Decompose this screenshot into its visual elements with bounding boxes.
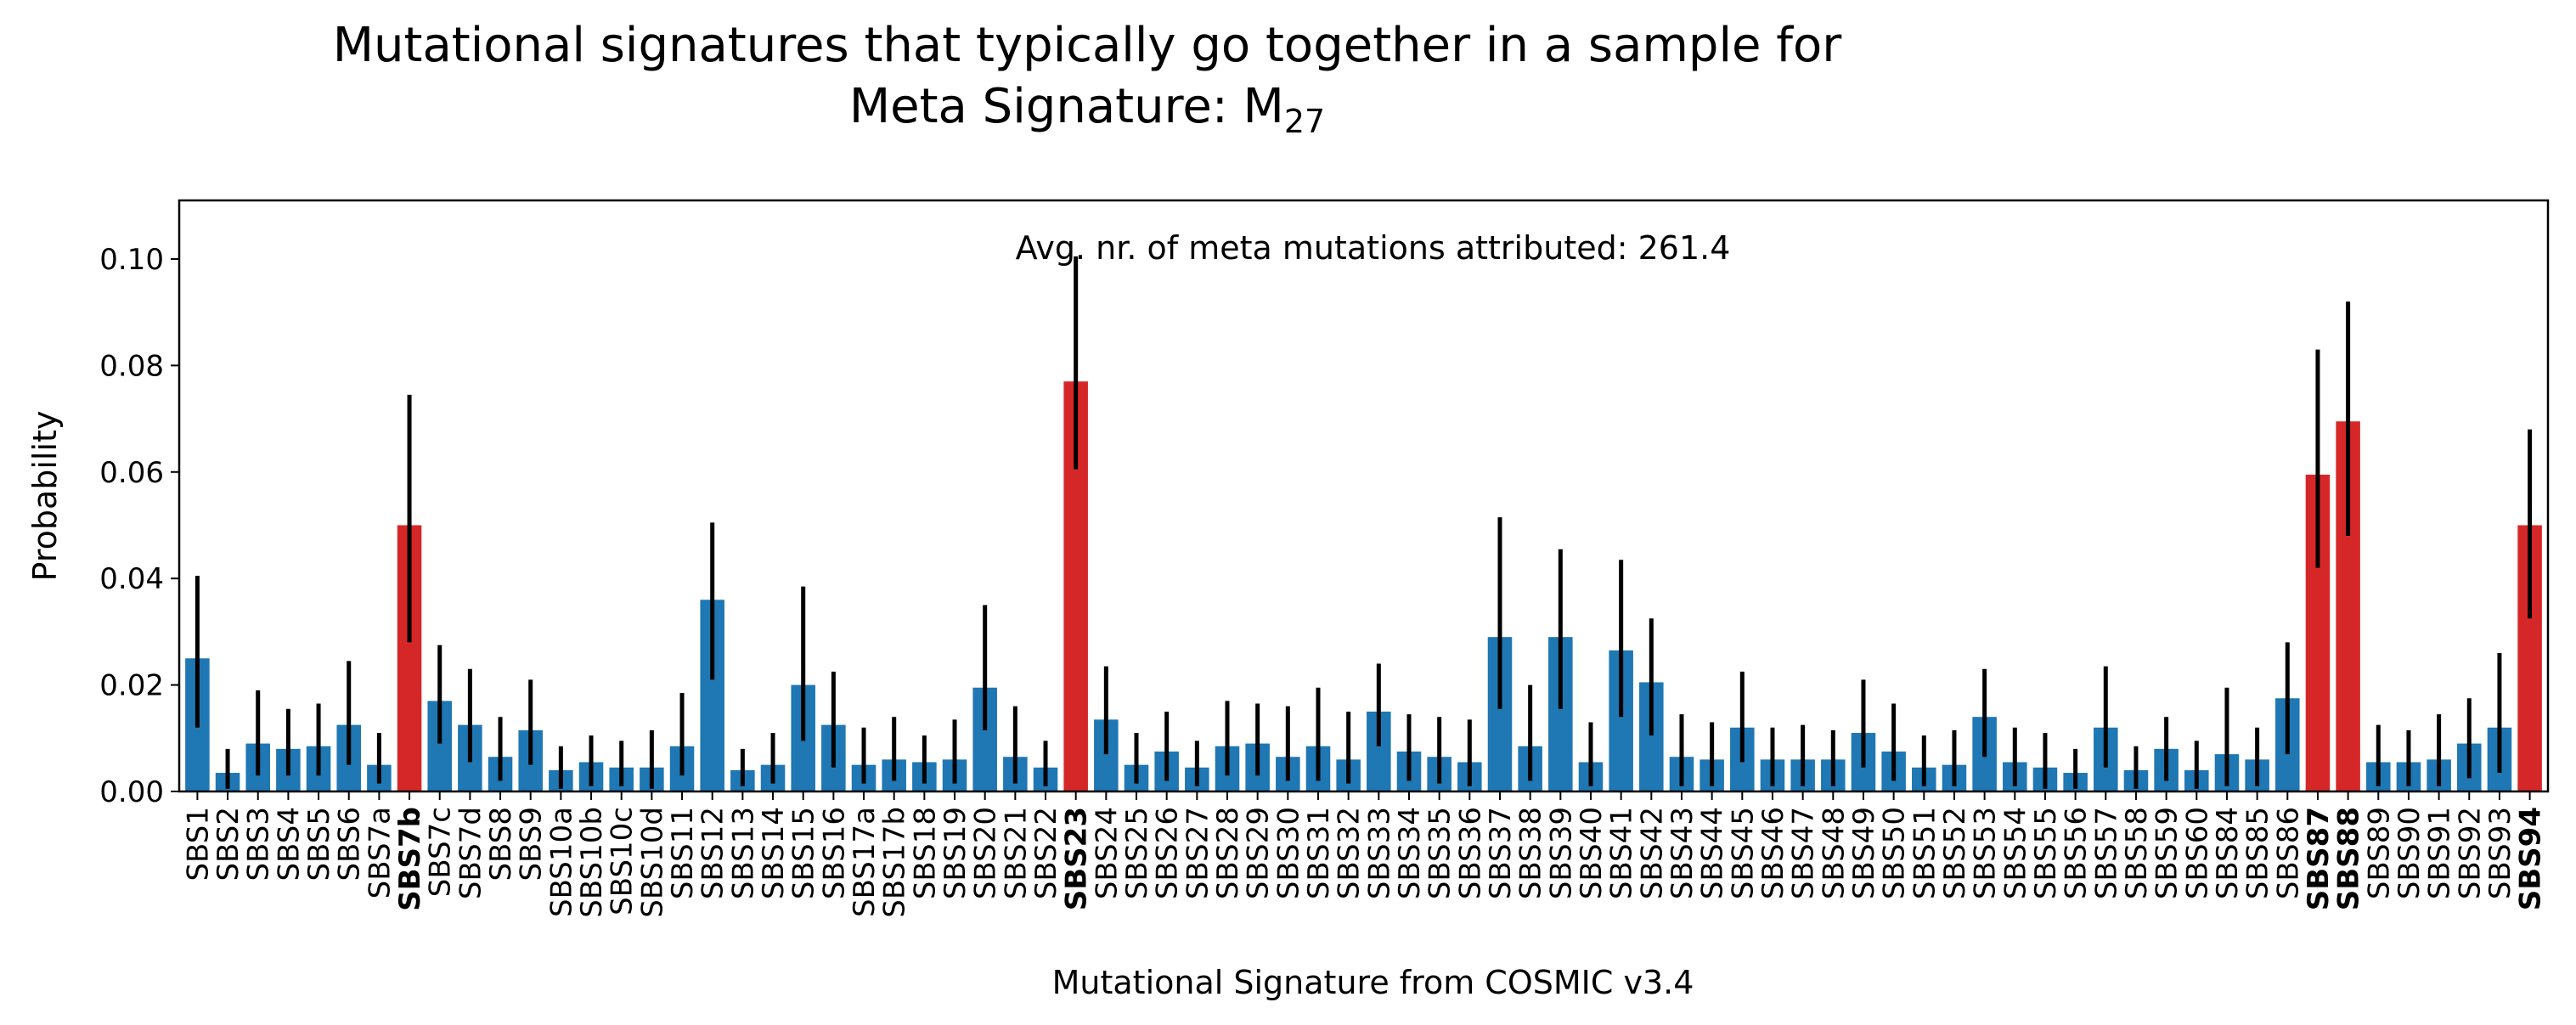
x-tick-label-sbs7b: SBS7b	[393, 807, 427, 911]
y-axis: 0.00 0.02 0.04 0.06 0.08 0.10	[99, 243, 179, 809]
x-tick-label-sbs28: SBS28	[1211, 807, 1245, 899]
x-tick-label-sbs14: SBS14	[757, 807, 791, 899]
x-tick-label-sbs60: SBS60	[2180, 807, 2214, 899]
x-tick-label-sbs41: SBS41	[1605, 807, 1639, 899]
x-tick-label-sbs45: SBS45	[1726, 807, 1760, 899]
x-tick-label-sbs84: SBS84	[2211, 807, 2245, 899]
x-tick-label-sbs21: SBS21	[999, 807, 1033, 899]
chart-annotation: Avg. nr. of meta mutations attributed: 2…	[1016, 229, 1731, 267]
x-tick-label-sbs90: SBS90	[2393, 807, 2427, 899]
x-tick-label-sbs46: SBS46	[1756, 807, 1790, 899]
x-tick-label-sbs29: SBS29	[1242, 807, 1276, 899]
x-tick-label-sbs23: SBS23	[1060, 807, 1094, 910]
x-tick-label-sbs49: SBS49	[1847, 807, 1881, 899]
x-tick-label-sbs17a: SBS17a	[848, 807, 882, 917]
x-tick-label-sbs16: SBS16	[817, 807, 851, 899]
x-tick-label-sbs59: SBS59	[2150, 807, 2184, 899]
x-tick-label-sbs19: SBS19	[939, 807, 972, 899]
x-tick-label-sbs58: SBS58	[2120, 807, 2154, 899]
y-tick-label: 0.08	[99, 349, 164, 383]
y-tick-label: 0.10	[99, 243, 164, 277]
x-tick-label-sbs54: SBS54	[1998, 807, 2032, 899]
x-tick-label-sbs12: SBS12	[696, 807, 730, 899]
x-tick-label-sbs93: SBS93	[2483, 807, 2517, 899]
x-tick-label-sbs34: SBS34	[1393, 807, 1427, 899]
x-tick-label-sbs1: SBS1	[181, 807, 215, 881]
x-tick-label-sbs91: SBS91	[2423, 807, 2457, 899]
x-tick-label-sbs89: SBS89	[2362, 807, 2396, 899]
x-tick-label-sbs9: SBS9	[515, 807, 549, 881]
chart-title-subscript: 27	[1283, 103, 1326, 141]
plot-frame	[178, 199, 2550, 793]
x-tick-label-sbs2: SBS2	[211, 807, 245, 881]
x-tick-label-sbs32: SBS32	[1333, 807, 1367, 899]
x-tick-label-sbs55: SBS55	[2029, 807, 2063, 899]
x-tick-label-sbs51: SBS51	[1908, 807, 1942, 899]
y-tick-label: 0.04	[99, 562, 164, 596]
x-tick-label-sbs30: SBS30	[1271, 807, 1305, 899]
x-tick-label-sbs48: SBS48	[1817, 807, 1851, 899]
x-tick-label-sbs36: SBS36	[1453, 807, 1487, 899]
error-bars-group	[194, 256, 2533, 789]
y-tick-label: 0.06	[99, 456, 164, 490]
x-tick-label-sbs20: SBS20	[969, 807, 1003, 899]
x-tick-label-sbs56: SBS56	[2060, 807, 2094, 899]
x-tick-label-sbs87: SBS87	[2302, 807, 2336, 910]
x-tick-label-sbs24: SBS24	[1090, 807, 1124, 899]
x-tick-label-sbs37: SBS37	[1484, 807, 1518, 899]
x-tick-label-sbs44: SBS44	[1696, 807, 1730, 899]
x-tick-label-sbs22: SBS22	[1029, 807, 1063, 899]
chart-title: Mutational signatures that typically go …	[0, 15, 2174, 152]
x-tick-label-sbs10c: SBS10c	[606, 807, 640, 915]
x-tick-label-sbs92: SBS92	[2453, 807, 2487, 899]
x-tick-label-sbs39: SBS39	[1544, 807, 1578, 899]
x-tick-label-sbs85: SBS85	[2241, 807, 2275, 899]
x-tick-label-sbs26: SBS26	[1151, 807, 1185, 899]
x-tick-label-sbs5: SBS5	[302, 807, 336, 881]
x-tick-label-sbs27: SBS27	[1181, 807, 1215, 899]
x-tick-label-sbs7c: SBS7c	[424, 807, 458, 897]
x-tick-label-sbs10b: SBS10b	[575, 807, 609, 918]
x-tick-label-sbs11: SBS11	[666, 807, 700, 899]
x-tick-label-sbs10a: SBS10a	[544, 807, 578, 917]
x-tick-label-sbs10d: SBS10d	[635, 807, 669, 918]
x-axis: SBS1SBS2SBS3SBS4SBS5SBS6SBS7aSBS7bSBS7cS…	[181, 791, 2548, 918]
y-axis-label: Probability	[26, 411, 64, 582]
x-tick-label-sbs50: SBS50	[1878, 807, 1912, 899]
x-tick-label-sbs7a: SBS7a	[363, 807, 397, 898]
x-tick-label-sbs35: SBS35	[1423, 807, 1457, 899]
x-tick-label-sbs18: SBS18	[908, 807, 942, 899]
x-tick-label-sbs13: SBS13	[726, 807, 760, 899]
x-tick-label-sbs15: SBS15	[787, 807, 821, 899]
x-tick-label-sbs86: SBS86	[2271, 807, 2305, 899]
x-tick-label-sbs25: SBS25	[1120, 807, 1154, 899]
x-tick-label-sbs4: SBS4	[272, 807, 306, 881]
chart-title-line2-text: Meta Signature: M	[848, 79, 1284, 134]
x-tick-label-sbs17b: SBS17b	[878, 807, 912, 918]
x-tick-label-sbs52: SBS52	[1938, 807, 1972, 899]
x-tick-label-sbs47: SBS47	[1787, 807, 1821, 899]
x-tick-label-sbs31: SBS31	[1302, 807, 1336, 899]
x-axis-label: Mutational Signature from COSMIC v3.4	[1052, 964, 1694, 1001]
x-tick-label-sbs7d: SBS7d	[454, 807, 488, 899]
x-tick-label-sbs94: SBS94	[2514, 807, 2548, 910]
x-tick-label-sbs53: SBS53	[1969, 807, 2003, 899]
x-tick-label-sbs8: SBS8	[484, 807, 518, 881]
x-tick-label-sbs3: SBS3	[242, 807, 276, 881]
x-tick-label-sbs42: SBS42	[1635, 807, 1669, 899]
x-tick-label-sbs38: SBS38	[1514, 807, 1548, 899]
chart-title-line1: Mutational signatures that typically go …	[332, 18, 1842, 73]
x-tick-label-sbs43: SBS43	[1666, 807, 1699, 899]
bars-group	[185, 381, 2542, 791]
x-tick-label-sbs6: SBS6	[333, 807, 367, 881]
x-tick-label-sbs40: SBS40	[1575, 807, 1609, 899]
x-tick-label-sbs33: SBS33	[1362, 807, 1396, 899]
chart-title-line2: Meta Signature: M27	[0, 76, 2174, 152]
y-tick-label: 0.00	[99, 775, 164, 809]
x-tick-label-sbs88: SBS88	[2332, 807, 2366, 910]
y-tick-label: 0.02	[99, 669, 164, 703]
x-tick-label-sbs57: SBS57	[2089, 807, 2123, 899]
